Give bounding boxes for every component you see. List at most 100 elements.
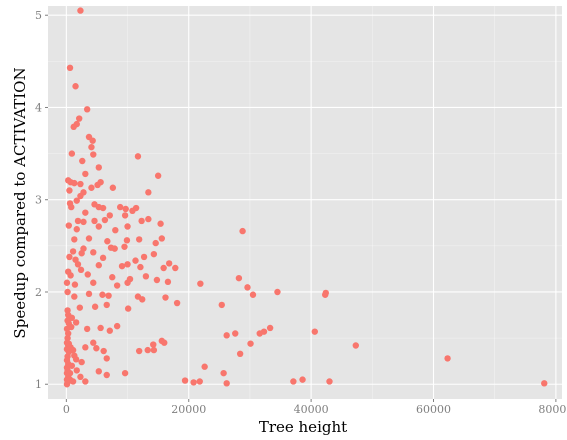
data-point [117, 203, 124, 211]
x-tick-label: 80000 [538, 403, 567, 416]
data-point [109, 274, 116, 281]
data-point [80, 218, 87, 226]
data-point [160, 264, 167, 272]
data-point [93, 345, 100, 352]
data-point [103, 371, 110, 379]
data-point [63, 381, 71, 388]
y-tick-label: 3 [35, 194, 42, 207]
data-point [123, 237, 131, 244]
data-point [122, 205, 129, 213]
data-point [150, 250, 158, 258]
data-point [71, 281, 79, 288]
data-point [83, 325, 91, 333]
data-point [247, 340, 254, 347]
data-point [68, 362, 76, 369]
data-point [91, 303, 99, 310]
data-point [64, 288, 71, 296]
data-point [66, 64, 74, 72]
data-point [201, 363, 208, 370]
data-point [99, 254, 107, 262]
data-point [158, 235, 166, 242]
data-point [132, 204, 140, 212]
plot-panel [48, 6, 562, 399]
data-point [220, 369, 227, 377]
data-point [274, 288, 281, 296]
data-point [90, 249, 97, 256]
data-point [85, 290, 93, 298]
data-point [145, 189, 152, 196]
data-point [541, 380, 548, 387]
data-point [134, 153, 142, 160]
data-point [196, 378, 203, 385]
data-point [71, 179, 78, 187]
data-point [94, 181, 101, 189]
data-point [77, 192, 84, 200]
data-point [73, 197, 80, 204]
x-axis-title: Tree height [259, 418, 347, 436]
data-point [173, 299, 181, 307]
data-point [154, 172, 162, 179]
data-point [109, 184, 117, 191]
data-point [113, 322, 121, 330]
data-point [91, 217, 98, 225]
data-point [249, 291, 257, 298]
data-point [95, 223, 102, 230]
data-point [299, 376, 306, 383]
data-point [83, 106, 91, 113]
data-point [124, 279, 131, 286]
data-point [218, 301, 225, 309]
data-point [95, 368, 102, 375]
data-point [236, 350, 244, 357]
data-point [99, 204, 107, 212]
data-point [65, 222, 73, 229]
y-axis-title: Speedup compared to ACTIVATION [11, 67, 29, 338]
x-tick-label: 20000 [171, 403, 206, 416]
data-point [101, 216, 109, 224]
data-point [73, 226, 80, 233]
data-point [72, 356, 80, 363]
data-point [153, 276, 161, 284]
x-axis-ticks: 0 20000 40000 60000 80000 [63, 399, 567, 416]
data-point [105, 292, 112, 299]
data-point [103, 301, 110, 309]
data-point [88, 184, 95, 191]
data-point [69, 346, 77, 354]
data-point [162, 294, 169, 301]
data-point [321, 291, 329, 298]
data-point [85, 235, 93, 242]
x-tick-label: 60000 [416, 403, 451, 416]
data-point [161, 339, 168, 346]
data-point [165, 260, 173, 267]
data-point [89, 137, 96, 144]
data-point [77, 180, 84, 188]
data-point [76, 115, 83, 122]
y-tick-label: 1 [35, 378, 42, 391]
data-point [69, 248, 77, 255]
data-point [256, 330, 263, 337]
y-tick-label: 4 [35, 101, 42, 114]
data-point [70, 123, 77, 131]
data-point [124, 223, 131, 230]
x-tick-label: 0 [63, 403, 70, 416]
data-point [90, 151, 97, 158]
data-point [69, 378, 77, 385]
data-point [73, 367, 80, 374]
data-point [190, 379, 197, 386]
data-point [239, 227, 246, 235]
data-point [82, 378, 89, 385]
data-point [124, 261, 131, 268]
data-point [138, 217, 145, 225]
data-point [95, 164, 102, 171]
data-point [150, 341, 157, 348]
data-point [172, 264, 179, 272]
data-point [82, 344, 89, 351]
data-point [244, 284, 251, 291]
data-point [72, 319, 80, 326]
data-point [71, 293, 78, 300]
data-point [223, 380, 230, 387]
data-point [68, 203, 75, 211]
data-point [352, 342, 359, 349]
data-point [132, 257, 139, 264]
x-tick-label: 40000 [294, 403, 329, 416]
data-point [84, 271, 91, 278]
